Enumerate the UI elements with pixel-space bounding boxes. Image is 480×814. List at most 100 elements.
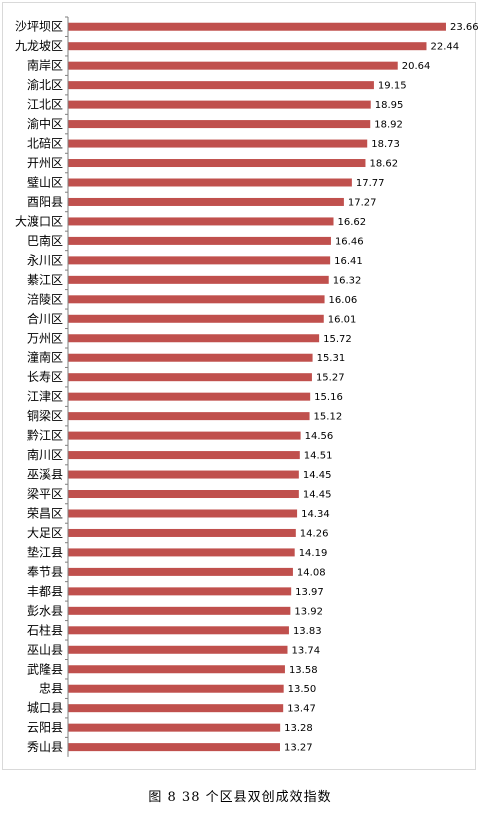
- category-label: 忠县: [39, 682, 63, 696]
- category-label: 潼南区: [27, 350, 63, 365]
- category-label: 彭水县: [27, 604, 63, 618]
- category-label: 涪陵区: [27, 291, 63, 306]
- bar: [68, 22, 446, 31]
- bar: [68, 684, 284, 693]
- category-label: 云阳县: [27, 721, 63, 735]
- bar: [68, 626, 289, 635]
- category-label: 长寿区: [27, 370, 63, 384]
- value-label: 14.45: [303, 490, 332, 501]
- category-label: 南川区: [27, 447, 63, 462]
- category-label: 永川区: [27, 253, 63, 267]
- category-label: 荣昌区: [27, 506, 63, 520]
- category-label: 綦江区: [27, 273, 63, 287]
- value-label: 15.27: [316, 373, 345, 384]
- category-label: 大足区: [27, 526, 63, 540]
- chart-caption: 图 8 38 个区县双创成效指数: [148, 790, 332, 805]
- category-label: 北碚区: [27, 136, 63, 151]
- bar: [68, 334, 320, 343]
- category-label: 巫溪县: [27, 468, 63, 482]
- bar: [68, 197, 344, 206]
- bar: [68, 81, 374, 90]
- value-label: 19.15: [378, 81, 407, 92]
- category-label: 沙坪坝区: [15, 20, 63, 34]
- category-label: 璧山区: [27, 175, 63, 190]
- category-label: 秀山县: [27, 740, 63, 754]
- category-label: 渝北区: [27, 77, 63, 92]
- bar: [68, 548, 295, 557]
- bar: [68, 567, 293, 576]
- category-label: 石柱县: [27, 622, 63, 637]
- category-label: 江北区: [27, 98, 63, 112]
- value-label: 18.62: [369, 159, 398, 170]
- value-label: 16.62: [338, 217, 367, 228]
- bar: [68, 42, 427, 51]
- category-label: 巴南区: [27, 233, 63, 248]
- value-label: 14.19: [299, 548, 328, 559]
- value-label: 18.95: [375, 100, 404, 111]
- value-label: 13.50: [288, 684, 317, 695]
- bar: [68, 412, 310, 421]
- category-label: 九龙坡区: [15, 39, 63, 53]
- value-label: 14.51: [304, 451, 333, 462]
- value-label: 15.16: [314, 392, 343, 403]
- category-label: 开州区: [27, 156, 63, 170]
- category-label: 奉节县: [27, 565, 63, 579]
- bar: [68, 606, 291, 615]
- value-label: 14.34: [301, 509, 330, 520]
- category-label: 梁平区: [27, 486, 63, 501]
- value-label: 13.83: [293, 626, 322, 637]
- value-label: 16.46: [335, 236, 364, 247]
- value-label: 15.31: [317, 353, 346, 364]
- bar: [68, 704, 284, 713]
- bar: [68, 295, 325, 304]
- value-label: 13.58: [289, 665, 318, 676]
- bar: [68, 275, 329, 284]
- value-label: 13.74: [292, 645, 321, 656]
- value-label: 18.73: [371, 139, 400, 150]
- value-label: 14.45: [303, 470, 332, 481]
- value-label: 23.66: [450, 22, 479, 33]
- bar: [68, 392, 311, 401]
- bar: [68, 100, 371, 109]
- bar: [68, 61, 398, 70]
- category-label: 丰都县: [27, 584, 63, 598]
- bar: [68, 723, 281, 732]
- category-label: 大渡口区: [15, 213, 63, 228]
- value-label: 16.32: [333, 275, 362, 286]
- bar: [68, 451, 300, 460]
- category-label: 巫山县: [27, 643, 63, 657]
- bar-chart: 沙坪坝区 23.66 九龙坡区 22.44 南岸区 20.64 渝北区 19.15 江北区 18.…: [15, 16, 479, 757]
- category-label: 江津区: [27, 390, 63, 404]
- bar: [68, 587, 292, 596]
- bar: [68, 120, 371, 129]
- bar: [68, 490, 299, 499]
- chart-frame: [2, 2, 476, 770]
- category-label: 武隆县: [27, 661, 63, 676]
- category-label: 万州区: [27, 331, 63, 345]
- value-label: 20.64: [402, 61, 431, 72]
- bar: [68, 236, 331, 245]
- bar: [68, 139, 368, 148]
- category-label: 垫江县: [27, 544, 63, 559]
- value-label: 15.72: [323, 334, 352, 345]
- value-label: 13.28: [284, 723, 313, 734]
- category-label: 城口县: [27, 701, 63, 715]
- category-label: 酉阳县: [27, 195, 63, 209]
- value-label: 18.92: [374, 120, 403, 131]
- value-label: 17.77: [356, 178, 385, 189]
- bar: [68, 509, 298, 518]
- bar: [68, 178, 352, 187]
- bar: [68, 665, 285, 674]
- bar: [68, 645, 288, 654]
- bar: [68, 159, 366, 168]
- value-label: 16.41: [334, 256, 363, 267]
- bar: [68, 470, 299, 479]
- category-label: 铜梁区: [27, 408, 63, 423]
- value-label: 13.27: [284, 743, 313, 754]
- value-label: 13.92: [294, 606, 323, 617]
- value-label: 14.56: [305, 431, 334, 442]
- bar: [68, 743, 280, 752]
- category-label: 渝中区: [27, 116, 63, 131]
- value-label: 17.27: [348, 197, 377, 208]
- bar: [68, 353, 313, 362]
